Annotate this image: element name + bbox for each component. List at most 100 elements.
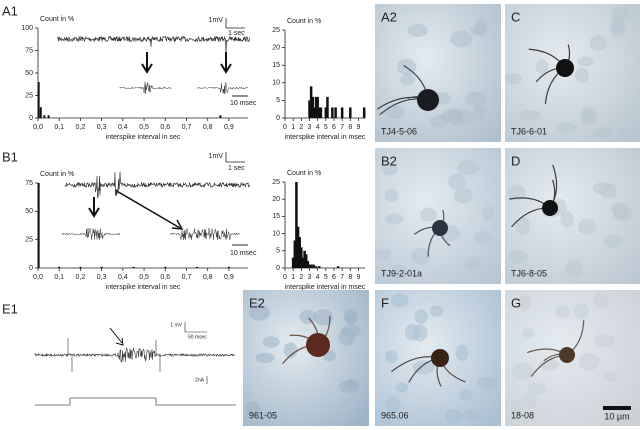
nucleus xyxy=(573,303,590,320)
y-tick-label: 75 xyxy=(25,180,33,187)
nucleus xyxy=(612,205,633,222)
process xyxy=(528,44,571,104)
bar xyxy=(316,96,319,118)
y-tick-label: 0 xyxy=(276,265,280,272)
bar xyxy=(300,247,303,268)
nucleus xyxy=(578,352,600,371)
y-axis-label: Count in % xyxy=(40,16,74,23)
image-caption: TJ6-6-01 xyxy=(511,126,547,136)
panel-label: E1 xyxy=(2,301,18,316)
scale-bar xyxy=(225,152,245,163)
nucleus xyxy=(522,328,536,339)
nucleus xyxy=(576,56,594,67)
nucleus xyxy=(476,376,499,389)
nucleus xyxy=(385,105,405,119)
x-tick-label: 0,9 xyxy=(224,274,234,281)
scale-text: 2nA xyxy=(195,377,205,383)
panel-label: F xyxy=(381,295,389,310)
nucleus xyxy=(504,73,522,85)
bar xyxy=(298,237,301,268)
bar xyxy=(324,107,328,118)
bar xyxy=(319,107,323,118)
bar xyxy=(295,182,298,268)
x-tick-label: 3 xyxy=(308,124,312,131)
nucleus xyxy=(262,336,280,348)
nucleus xyxy=(465,91,487,106)
nucleus xyxy=(599,183,618,199)
process xyxy=(413,209,451,257)
bar xyxy=(331,107,334,118)
nucleus xyxy=(473,105,487,119)
x-tick-label: 0,4 xyxy=(118,124,128,131)
panel-label: A2 xyxy=(381,9,397,24)
nucleus xyxy=(376,249,391,260)
nucleus xyxy=(463,256,480,270)
nucleus xyxy=(592,127,614,138)
nucleus xyxy=(248,304,270,321)
x-tick-label: 8 xyxy=(348,274,352,281)
x-tick-label: 0,1 xyxy=(54,274,64,281)
image-caption: TJ9-2-01a xyxy=(381,268,422,278)
scale-bar xyxy=(225,18,245,29)
x-tick-label: 0,6 xyxy=(160,274,170,281)
nucleus xyxy=(246,400,261,418)
y-tick-label: 10 xyxy=(272,230,280,237)
nucleus xyxy=(510,399,524,416)
x-tick-label: 0,9 xyxy=(224,124,234,131)
scale-text: 1mV xyxy=(209,153,224,160)
y-tick-label: 25 xyxy=(272,27,280,34)
arrow xyxy=(141,52,153,74)
nucleus xyxy=(459,388,473,401)
nucleus xyxy=(555,305,570,319)
bar xyxy=(314,96,318,118)
bar xyxy=(318,107,321,118)
nucleus xyxy=(385,396,401,414)
scale-text: 1mV xyxy=(209,17,224,24)
y-tick-label: 20 xyxy=(272,196,280,203)
trace xyxy=(57,35,251,53)
x-tick-label: 3 xyxy=(308,274,312,281)
nucleus xyxy=(407,23,428,37)
process xyxy=(526,320,585,378)
y-tick-label: 5 xyxy=(276,97,280,104)
nucleus xyxy=(560,211,575,228)
y-tick-label: 25 xyxy=(272,179,280,186)
bar xyxy=(39,107,42,118)
nucleus xyxy=(482,206,495,221)
x-tick-label: 2 xyxy=(299,274,303,281)
process xyxy=(509,164,558,228)
x-tick-label: 0,0 xyxy=(33,124,43,131)
bar xyxy=(100,266,103,268)
x-tick-label: 4 xyxy=(316,124,320,131)
x-tick-label: 6 xyxy=(332,124,336,131)
bar xyxy=(313,107,316,118)
nucleus xyxy=(395,382,409,393)
bar xyxy=(196,266,199,268)
y-tick-label: 50 xyxy=(25,70,33,77)
y-tick-label: 100 xyxy=(21,25,33,32)
neuron xyxy=(306,333,330,357)
x-axis-label: interspike interval in sec xyxy=(106,134,181,141)
arrow xyxy=(109,327,124,346)
bar xyxy=(314,266,318,268)
bar xyxy=(291,257,295,268)
nucleus xyxy=(603,234,624,249)
nucleus xyxy=(345,312,358,326)
neuron xyxy=(431,349,449,367)
scale-text: 10 msec xyxy=(230,100,257,107)
nucleus xyxy=(454,187,473,204)
x-tick-label: 0,2 xyxy=(76,124,86,131)
process xyxy=(391,356,466,387)
nucleus xyxy=(339,380,360,393)
x-tick-label: 0,3 xyxy=(97,274,107,281)
bar xyxy=(326,96,329,118)
x-tick-label: 0 xyxy=(283,124,287,131)
trace xyxy=(196,81,249,94)
scale-text: 10 msec xyxy=(230,250,257,257)
y-tick-label: 15 xyxy=(272,62,280,69)
x-tick-label: 0,4 xyxy=(118,274,128,281)
arrow xyxy=(88,197,100,218)
trace xyxy=(119,82,173,94)
nucleus xyxy=(457,160,480,176)
